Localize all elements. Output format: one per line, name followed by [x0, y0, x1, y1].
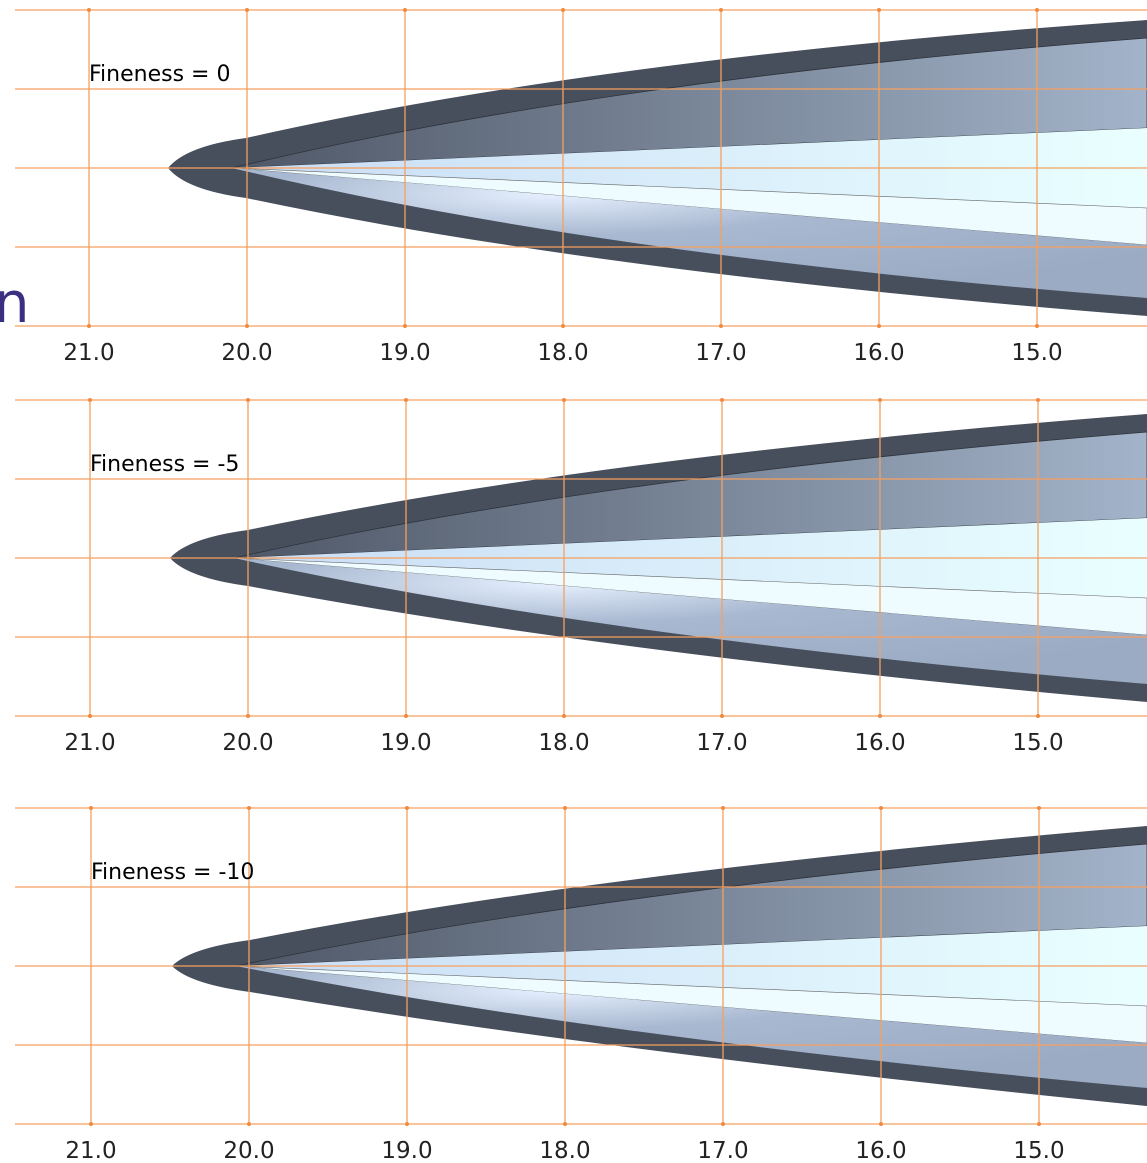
page: n 21.020.019.018.017.016.015.0Fineness =…: [0, 0, 1147, 1163]
grid-node: [719, 8, 723, 12]
grid-node: [404, 714, 408, 718]
grid-node: [879, 806, 883, 810]
grid-node: [720, 714, 724, 718]
tick-label: 18.0: [539, 1138, 590, 1163]
grid-node: [877, 8, 881, 12]
tick-label: 19.0: [381, 1138, 432, 1163]
grid-node: [561, 8, 565, 12]
grid-node: [246, 714, 250, 718]
grid-node: [403, 324, 407, 328]
grid-node: [247, 1122, 251, 1126]
grid-node: [245, 324, 249, 328]
grid-node: [404, 398, 408, 402]
tick-label: 17.0: [695, 340, 746, 366]
tick-label: 21.0: [63, 340, 114, 366]
grid-node: [89, 806, 93, 810]
grid-node: [1037, 806, 1041, 810]
grid-node: [721, 1122, 725, 1126]
tick-label: 18.0: [538, 730, 589, 756]
grid-node: [1036, 714, 1040, 718]
grid-node: [88, 398, 92, 402]
grid-node: [719, 324, 723, 328]
panel-label: Fineness = -5: [90, 452, 239, 477]
tick-label: 16.0: [854, 730, 905, 756]
grid-node: [878, 398, 882, 402]
grid-node: [1035, 324, 1039, 328]
tick-label: 17.0: [696, 730, 747, 756]
grid-node: [87, 324, 91, 328]
panel-label: Fineness = -10: [91, 860, 254, 885]
tick-label: 15.0: [1011, 340, 1062, 366]
grid-node: [720, 398, 724, 402]
tick-label: 16.0: [853, 340, 904, 366]
panel-label: Fineness = 0: [89, 62, 230, 87]
tick-label: 19.0: [379, 340, 430, 366]
tick-label: 15.0: [1012, 730, 1063, 756]
grid-node: [87, 8, 91, 12]
tick-label: 20.0: [222, 730, 273, 756]
grid-node: [1035, 8, 1039, 12]
grid-node: [879, 1122, 883, 1126]
grid-node: [89, 1122, 93, 1126]
viewport: n 21.020.019.018.017.016.015.0Fineness =…: [0, 0, 1147, 1163]
grid-node: [88, 714, 92, 718]
tick-label: 18.0: [537, 340, 588, 366]
tick-label: 21.0: [64, 730, 115, 756]
tick-label: 15.0: [1013, 1138, 1064, 1163]
panel: 21.0 20.0 19.0 18.0 17.0 16.0 15.0 Fineness = 0: [15, 8, 1147, 366]
grid-node: [246, 398, 250, 402]
grid-node: [877, 324, 881, 328]
grid-node: [562, 714, 566, 718]
panel: 21.0 20.0 19.0 18.0 17.0 16.0 15.0 Fineness = -…: [15, 398, 1147, 756]
grid-node: [247, 806, 251, 810]
grid-node: [245, 8, 249, 12]
grid-node: [563, 1122, 567, 1126]
tick-label: 17.0: [697, 1138, 748, 1163]
tick-label: 16.0: [855, 1138, 906, 1163]
grid-node: [721, 806, 725, 810]
grid-node: [562, 398, 566, 402]
grid-node: [1036, 398, 1040, 402]
tick-label: 21.0: [65, 1138, 116, 1163]
tick-label: 20.0: [221, 340, 272, 366]
grid-node: [1037, 1122, 1041, 1126]
grid-node: [403, 8, 407, 12]
panel: 21.0 20.0 19.0 18.0 17.0 16.0 15.0 Fineness = -…: [15, 806, 1147, 1163]
tick-label: 20.0: [223, 1138, 274, 1163]
grid-node: [561, 324, 565, 328]
grid-node: [563, 806, 567, 810]
grid-node: [405, 806, 409, 810]
grid-node: [878, 714, 882, 718]
tick-label: 19.0: [380, 730, 431, 756]
grid-node: [405, 1122, 409, 1126]
